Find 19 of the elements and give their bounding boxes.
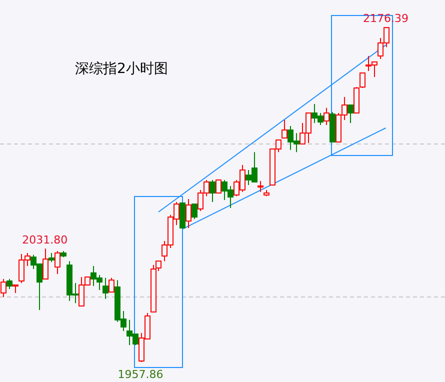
candlestick xyxy=(54,250,60,274)
candlestick xyxy=(258,180,264,192)
candlestick xyxy=(348,104,354,124)
candlestick xyxy=(216,179,222,194)
candlestick xyxy=(360,72,366,88)
candlestick xyxy=(192,204,198,220)
candlestick xyxy=(42,248,48,280)
candlestick xyxy=(282,120,288,138)
candlestick xyxy=(108,277,114,293)
candlestick xyxy=(0,278,6,298)
text: 深综指2小时图 xyxy=(75,61,168,77)
candlestick xyxy=(210,179,216,203)
annotation: 2031.80 xyxy=(22,234,68,247)
candlestick xyxy=(48,252,54,262)
candlestick xyxy=(102,277,108,300)
candlestick xyxy=(186,198,192,228)
candlestick xyxy=(324,107,330,126)
candlestick xyxy=(6,278,12,290)
annotation: 1957.86 xyxy=(118,368,164,381)
